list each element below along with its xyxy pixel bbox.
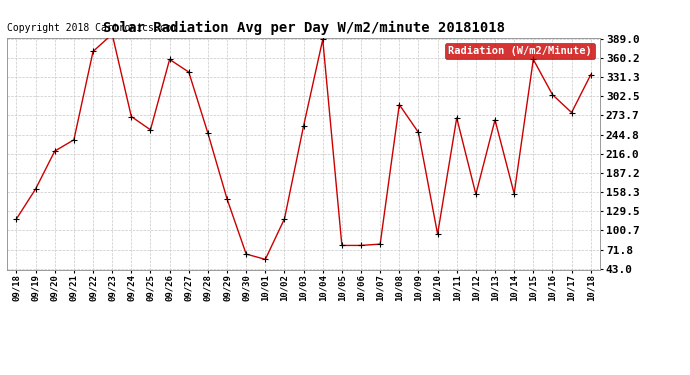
Legend: Radiation (W/m2/Minute): Radiation (W/m2/Minute) <box>445 43 595 59</box>
Text: Copyright 2018 Cartronics.com: Copyright 2018 Cartronics.com <box>7 23 177 33</box>
Title: Solar Radiation Avg per Day W/m2/minute 20181018: Solar Radiation Avg per Day W/m2/minute … <box>103 21 504 35</box>
